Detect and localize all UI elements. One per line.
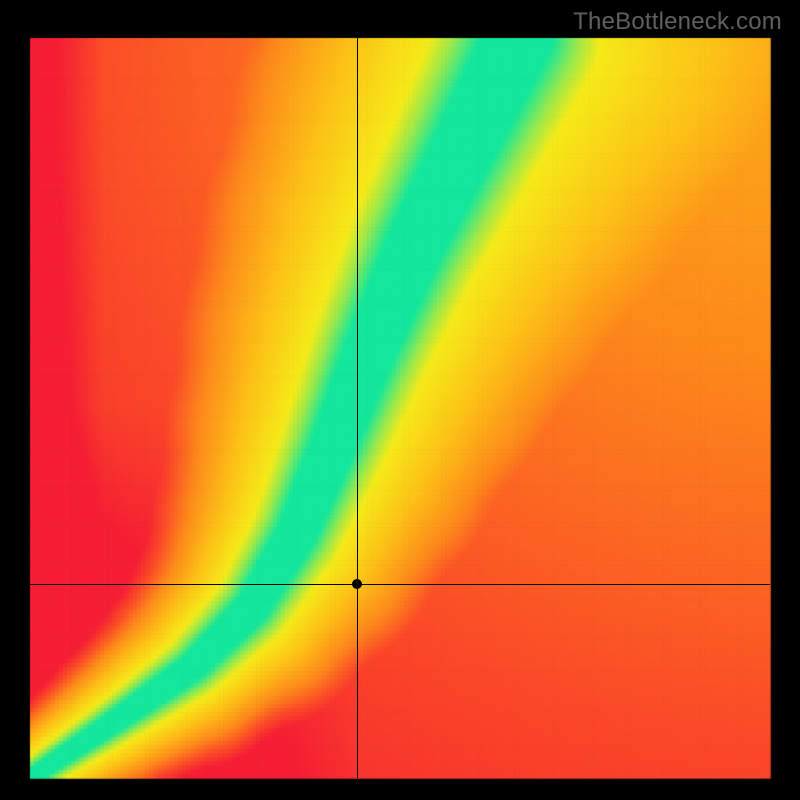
crosshair-horizontal <box>30 584 770 585</box>
crosshair-vertical <box>357 38 358 778</box>
watermark-text: TheBottleneck.com <box>573 8 782 36</box>
bottleneck-heatmap <box>0 0 800 800</box>
